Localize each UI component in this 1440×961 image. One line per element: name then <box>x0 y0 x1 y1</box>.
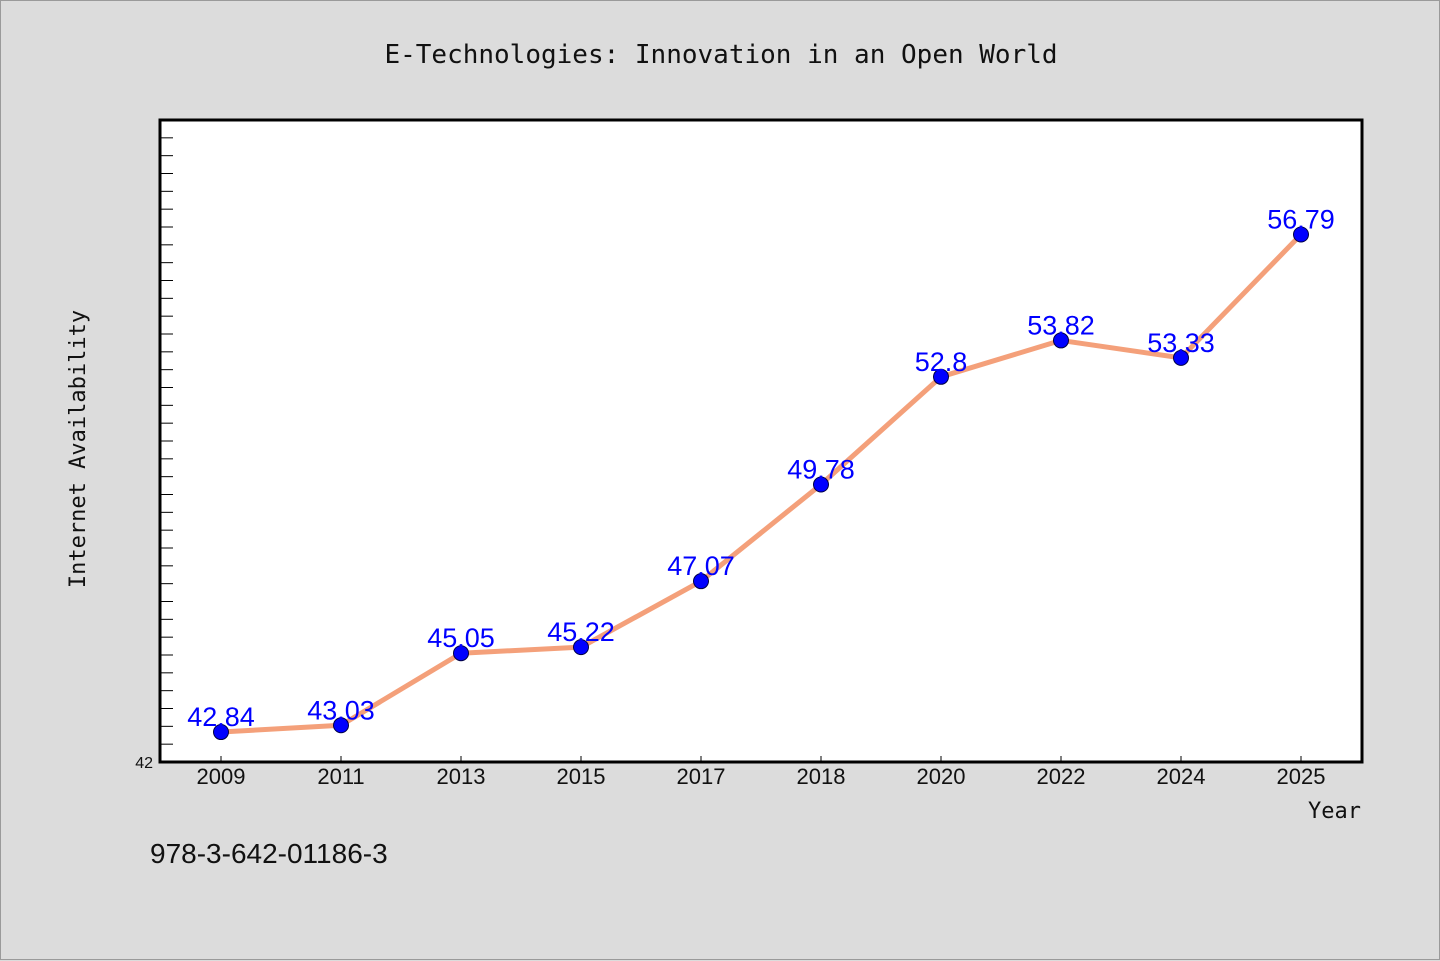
x-tick-label-2009: 2009 <box>197 764 246 789</box>
data-point-2025 <box>1293 226 1309 243</box>
x-tick-label-2020: 2020 <box>917 764 966 789</box>
data-point-2017 <box>693 573 709 590</box>
y-tick-label-min: 42 <box>135 755 153 772</box>
data-label-2022: 53.82 <box>1027 310 1095 340</box>
x-tick-label-2018: 2018 <box>797 764 846 789</box>
data-point-2009 <box>213 724 229 741</box>
data-labels: 42.84 43.03 45.05 45.22 47.07 49.78 52.8 53.82 5… <box>187 204 1335 732</box>
y-axis-label: Internet Availability <box>66 310 91 588</box>
data-point-2022 <box>1053 332 1069 349</box>
x-tick-labels: 2009 2011 2013 2015 2017 2018 2020 2022 2024 2025 <box>197 764 1326 789</box>
chart-title: E-Technologies: Innovation in an Open Wo… <box>384 40 1057 70</box>
data-label-2013: 45.05 <box>427 623 495 653</box>
x-tick-label-2013: 2013 <box>437 764 486 789</box>
data-label-2018: 49.78 <box>787 455 855 485</box>
data-label-2017: 47.07 <box>667 551 735 581</box>
footer-isbn: 978-3-642-01186-3 <box>150 838 388 869</box>
data-point-2011 <box>333 717 349 734</box>
data-point-2013 <box>453 645 469 662</box>
data-markers <box>213 226 1309 741</box>
data-label-2020: 52.8 <box>915 347 968 377</box>
x-tick-label-2025: 2025 <box>1277 764 1326 789</box>
x-tick-label-2017: 2017 <box>677 764 726 789</box>
data-point-2024 <box>1173 349 1189 366</box>
data-point-2018 <box>813 476 829 493</box>
y-axis-ticks <box>160 137 173 745</box>
x-axis-label: Year <box>1308 799 1361 824</box>
x-tick-label-2022: 2022 <box>1037 764 1086 789</box>
data-label-2011: 43.03 <box>307 695 375 725</box>
data-label-2015: 45.22 <box>547 617 615 647</box>
data-label-2009: 42.84 <box>187 702 255 732</box>
data-point-2020 <box>933 368 949 385</box>
x-axis-ticks <box>220 756 1302 762</box>
x-tick-label-2011: 2011 <box>317 764 364 789</box>
plot-area <box>158 118 1364 764</box>
data-point-2015 <box>573 639 589 656</box>
x-tick-label-2024: 2024 <box>1157 764 1206 789</box>
series-line <box>218 231 1304 735</box>
x-tick-label-2015: 2015 <box>557 764 606 789</box>
data-label-2024: 53.33 <box>1147 328 1215 358</box>
data-label-2025: 56.79 <box>1267 204 1335 234</box>
